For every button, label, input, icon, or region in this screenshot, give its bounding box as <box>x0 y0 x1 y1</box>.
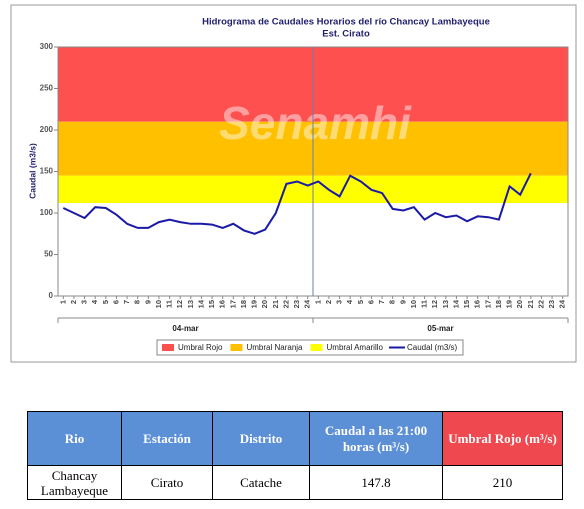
y-axis-label: Caudal (m3/s) <box>27 143 37 199</box>
x-tick-label: 21 <box>526 300 535 308</box>
x-tick-label: 21 <box>271 300 280 308</box>
x-tick-label: 18 <box>239 300 248 308</box>
x-tick-label: 20 <box>260 300 269 308</box>
x-tick-label: 23 <box>292 300 301 308</box>
x-tick-label: 11 <box>165 300 174 308</box>
x-tick-label: 4 <box>90 299 99 304</box>
x-tick-label: 2 <box>69 300 78 304</box>
x-tick-label: 15 <box>207 300 216 308</box>
x-tick-label: 5 <box>101 300 110 304</box>
x-tick-label: 19 <box>250 300 259 308</box>
header-cell: Umbral Rojo (m³/s) <box>442 411 563 466</box>
y-tick-label: 300 <box>40 42 54 51</box>
cell: 147.8 <box>309 465 443 500</box>
watermark: Senamhi <box>219 97 412 149</box>
x-tick-label: 6 <box>366 300 375 304</box>
legend-label: Umbral Naranja <box>246 343 303 352</box>
legend-swatch <box>162 344 174 351</box>
x-tick-label: 15 <box>462 300 471 308</box>
y-tick-label: 250 <box>40 84 54 93</box>
summary-table: Rio Estación Distrito Caudal a las 21:00… <box>27 411 563 500</box>
x-tick-label: 20 <box>515 300 524 308</box>
x-tick-label: 13 <box>186 300 195 308</box>
x-tick-label: 9 <box>143 300 152 304</box>
x-tick-label: 17 <box>483 300 492 308</box>
x-tick-label: 22 <box>536 300 545 308</box>
x-tick-label: 16 <box>218 300 227 308</box>
x-tick-label: 8 <box>388 300 397 304</box>
y-tick-label: 50 <box>44 250 53 259</box>
chart-title: Hidrograma de Caudales Horarios del río … <box>202 17 490 28</box>
x-tick-label: 1 <box>58 300 67 304</box>
x-tick-label: 24 <box>558 299 567 308</box>
legend-label: Umbral Rojo <box>178 343 223 352</box>
x-tick-label: 3 <box>80 300 89 304</box>
x-tick-label: 4 <box>345 299 354 304</box>
x-tick-label: 22 <box>281 300 290 308</box>
x-tick-label: 5 <box>356 300 365 304</box>
x-tick-label: 10 <box>409 300 418 308</box>
x-tick-label: 24 <box>303 299 312 308</box>
legend-label: Caudal (m3/s) <box>407 343 458 352</box>
y-tick-label: 0 <box>49 291 54 300</box>
y-tick-label: 150 <box>40 167 54 176</box>
header-cell: Caudal a las 21:00 horas (m³/s) <box>309 411 443 466</box>
x-tick-label: 7 <box>377 300 386 304</box>
header-cell: Estación <box>121 411 213 466</box>
header-cell: Rio <box>27 411 122 466</box>
x-tick-label: 17 <box>228 300 237 308</box>
cell: Chancay Lambayeque <box>27 465 122 500</box>
x-tick-label: 14 <box>196 299 205 308</box>
x-tick-label: 19 <box>505 300 514 308</box>
x-tick-label: 14 <box>451 299 460 308</box>
cell: Cirato <box>121 465 213 500</box>
x-tick-label: 12 <box>175 300 184 308</box>
y-tick-label: 200 <box>40 125 54 134</box>
x-tick-label: 9 <box>398 300 407 304</box>
x-tick-label: 10 <box>154 300 163 308</box>
legend-swatch <box>310 344 323 351</box>
y-tick-label: 100 <box>40 208 54 217</box>
x-tick-label: 13 <box>441 300 450 308</box>
legend-label: Umbral Amarillo <box>327 343 384 352</box>
legend-box <box>156 339 464 356</box>
cell: Catache <box>212 465 310 500</box>
x-tick-label: 18 <box>494 300 503 308</box>
x-tick-label: 1 <box>313 300 322 304</box>
group-label: 04-mar <box>172 324 198 333</box>
legend-swatch <box>230 344 243 351</box>
group-label: 05-mar <box>427 324 453 333</box>
series-line <box>62 172 532 235</box>
chart: Hidrograma de Caudales Horarios del río … <box>10 4 577 363</box>
chart-subtitle: Est. Cirato <box>322 29 370 40</box>
x-tick-label: 8 <box>133 300 142 304</box>
x-tick-label: 2 <box>324 300 333 304</box>
x-tick-label: 16 <box>473 300 482 308</box>
cell: 210 <box>442 465 563 500</box>
x-tick-label: 6 <box>111 300 120 304</box>
x-tick-label: 23 <box>547 300 556 308</box>
x-tick-label: 11 <box>420 300 429 308</box>
x-tick-label: 3 <box>335 300 344 304</box>
header-cell: Distrito <box>212 411 310 466</box>
x-tick-label: 7 <box>122 300 131 304</box>
x-tick-label: 12 <box>430 300 439 308</box>
